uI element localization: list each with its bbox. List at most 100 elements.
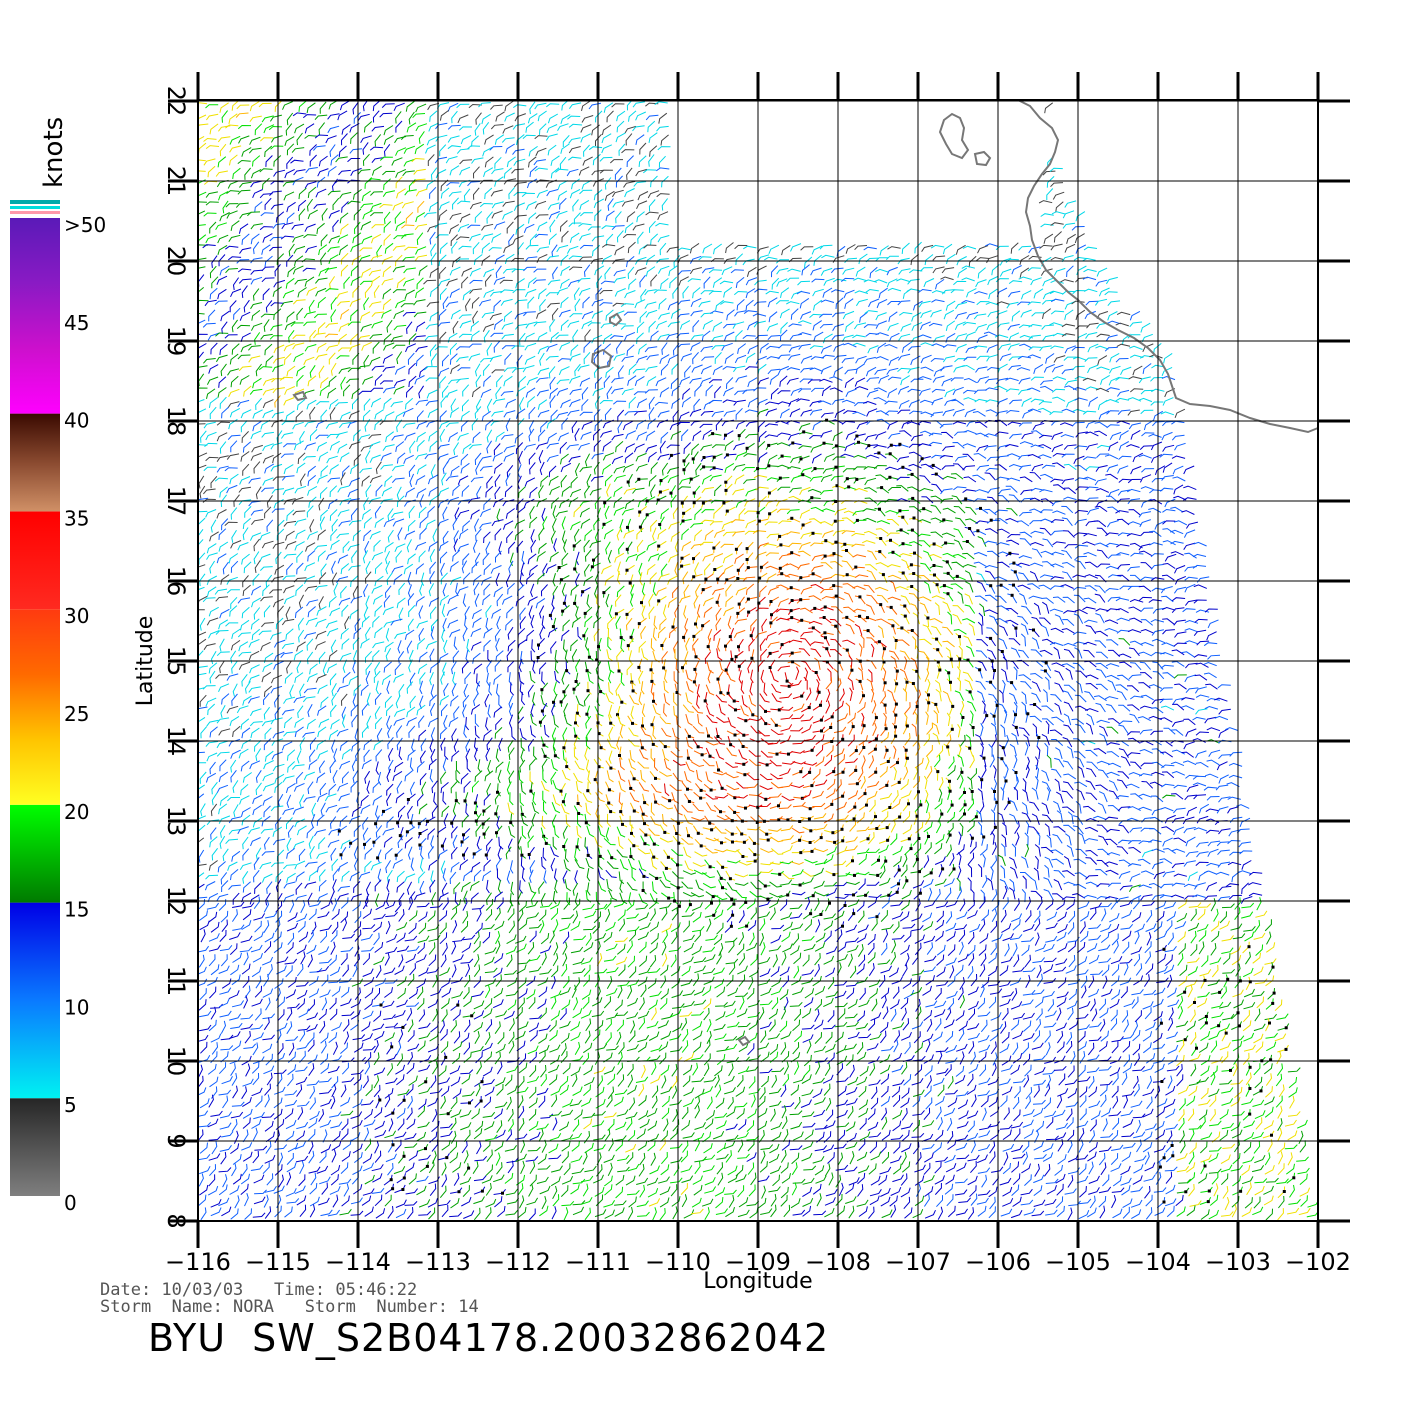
wind-vector <box>865 565 877 571</box>
wind-vector <box>1007 302 1019 308</box>
wind-vector <box>660 388 669 398</box>
wind-vector <box>231 561 237 573</box>
wind-vector <box>472 610 481 619</box>
wind-vector <box>1162 432 1173 440</box>
wind-vector <box>430 496 439 506</box>
wind-vector <box>751 627 754 640</box>
wind-vector <box>931 496 944 501</box>
wind-vector <box>470 202 481 209</box>
wind-vector <box>1038 455 1051 458</box>
wind-vector <box>215 478 228 481</box>
wind-vector <box>450 343 456 355</box>
wind-vector <box>219 542 228 552</box>
rain-flag-mark <box>760 566 763 569</box>
wind-vector <box>239 662 250 670</box>
wind-vector <box>593 179 604 187</box>
wind-vector <box>941 432 953 438</box>
wind-vector <box>430 312 439 322</box>
wind-vector <box>338 348 351 351</box>
wind-vector <box>895 444 908 447</box>
wind-vector <box>1185 675 1196 682</box>
wind-vector <box>1009 333 1019 342</box>
wind-vector <box>1064 386 1077 390</box>
wind-vector <box>449 225 458 234</box>
wind-vector <box>429 202 438 212</box>
wind-vector <box>523 135 536 138</box>
wind-vector <box>552 703 555 716</box>
wind-vector <box>813 421 822 430</box>
wind-vector <box>1073 587 1086 590</box>
wind-vector <box>701 411 713 415</box>
wind-vector <box>287 213 294 224</box>
wind-vector <box>1062 409 1075 412</box>
wind-vector <box>285 387 295 395</box>
wind-vector <box>472 418 478 430</box>
wind-vector <box>1009 465 1022 468</box>
wind-vector <box>269 247 282 251</box>
wind-vector <box>575 595 578 608</box>
wind-vector <box>888 597 901 600</box>
wind-vector <box>430 441 438 452</box>
wind-vector <box>538 333 548 342</box>
wind-vector <box>866 638 877 645</box>
wind-vector <box>1194 585 1207 589</box>
rain-flag-mark <box>588 656 591 659</box>
wind-vector <box>483 594 491 605</box>
wind-vector <box>286 278 294 288</box>
wind-vector <box>469 354 480 361</box>
wind-vector <box>976 324 987 331</box>
wind-vector <box>464 189 470 201</box>
wind-vector <box>255 332 260 344</box>
wind-vector <box>327 664 337 673</box>
wind-vector <box>1118 654 1131 658</box>
wind-vector <box>1161 412 1174 415</box>
wind-vector <box>617 111 625 121</box>
wind-vector <box>702 357 715 361</box>
wind-vector <box>231 441 237 453</box>
wind-vector <box>1062 620 1074 626</box>
wind-vector <box>1118 565 1130 569</box>
wind-vector <box>194 565 205 572</box>
wind-vector <box>509 187 515 199</box>
wind-vector <box>779 631 792 635</box>
wind-vector <box>785 629 798 632</box>
wind-vector <box>845 321 853 331</box>
rain-flag-mark <box>1014 570 1017 573</box>
rain-flag-mark <box>692 457 695 460</box>
wind-vector <box>278 606 284 618</box>
wind-vector <box>897 457 909 463</box>
wind-vector <box>1031 650 1042 657</box>
wind-vector <box>989 616 998 626</box>
wind-vector <box>414 169 426 174</box>
wind-vector <box>219 729 230 736</box>
wind-vector <box>195 334 208 337</box>
wind-vector <box>239 182 251 187</box>
wind-vector <box>484 584 490 596</box>
wind-vector <box>623 464 633 472</box>
wind-vector <box>937 666 940 679</box>
wind-vector <box>863 402 876 405</box>
wind-vector <box>227 454 239 460</box>
wind-vector <box>527 573 534 584</box>
wind-vector <box>712 411 724 417</box>
rain-flag-mark <box>936 648 939 651</box>
wind-vector <box>496 651 503 662</box>
wind-vector <box>490 355 502 361</box>
wind-vector <box>615 289 626 297</box>
wind-vector <box>384 595 390 607</box>
wind-vector <box>430 187 436 199</box>
rain-flag-mark <box>993 715 996 718</box>
wind-vector <box>931 412 943 417</box>
wind-vector <box>244 300 249 312</box>
wind-vector <box>506 619 513 630</box>
wind-vector <box>789 399 799 407</box>
wind-vector <box>442 604 444 617</box>
wind-vector <box>1083 650 1094 657</box>
wind-vector <box>260 138 273 141</box>
wind-vector <box>439 309 446 320</box>
wind-vector <box>1019 423 1032 427</box>
wind-vector <box>821 268 832 275</box>
wind-vector <box>658 551 667 560</box>
wind-vector <box>529 157 537 168</box>
wind-vector <box>1130 600 1143 603</box>
